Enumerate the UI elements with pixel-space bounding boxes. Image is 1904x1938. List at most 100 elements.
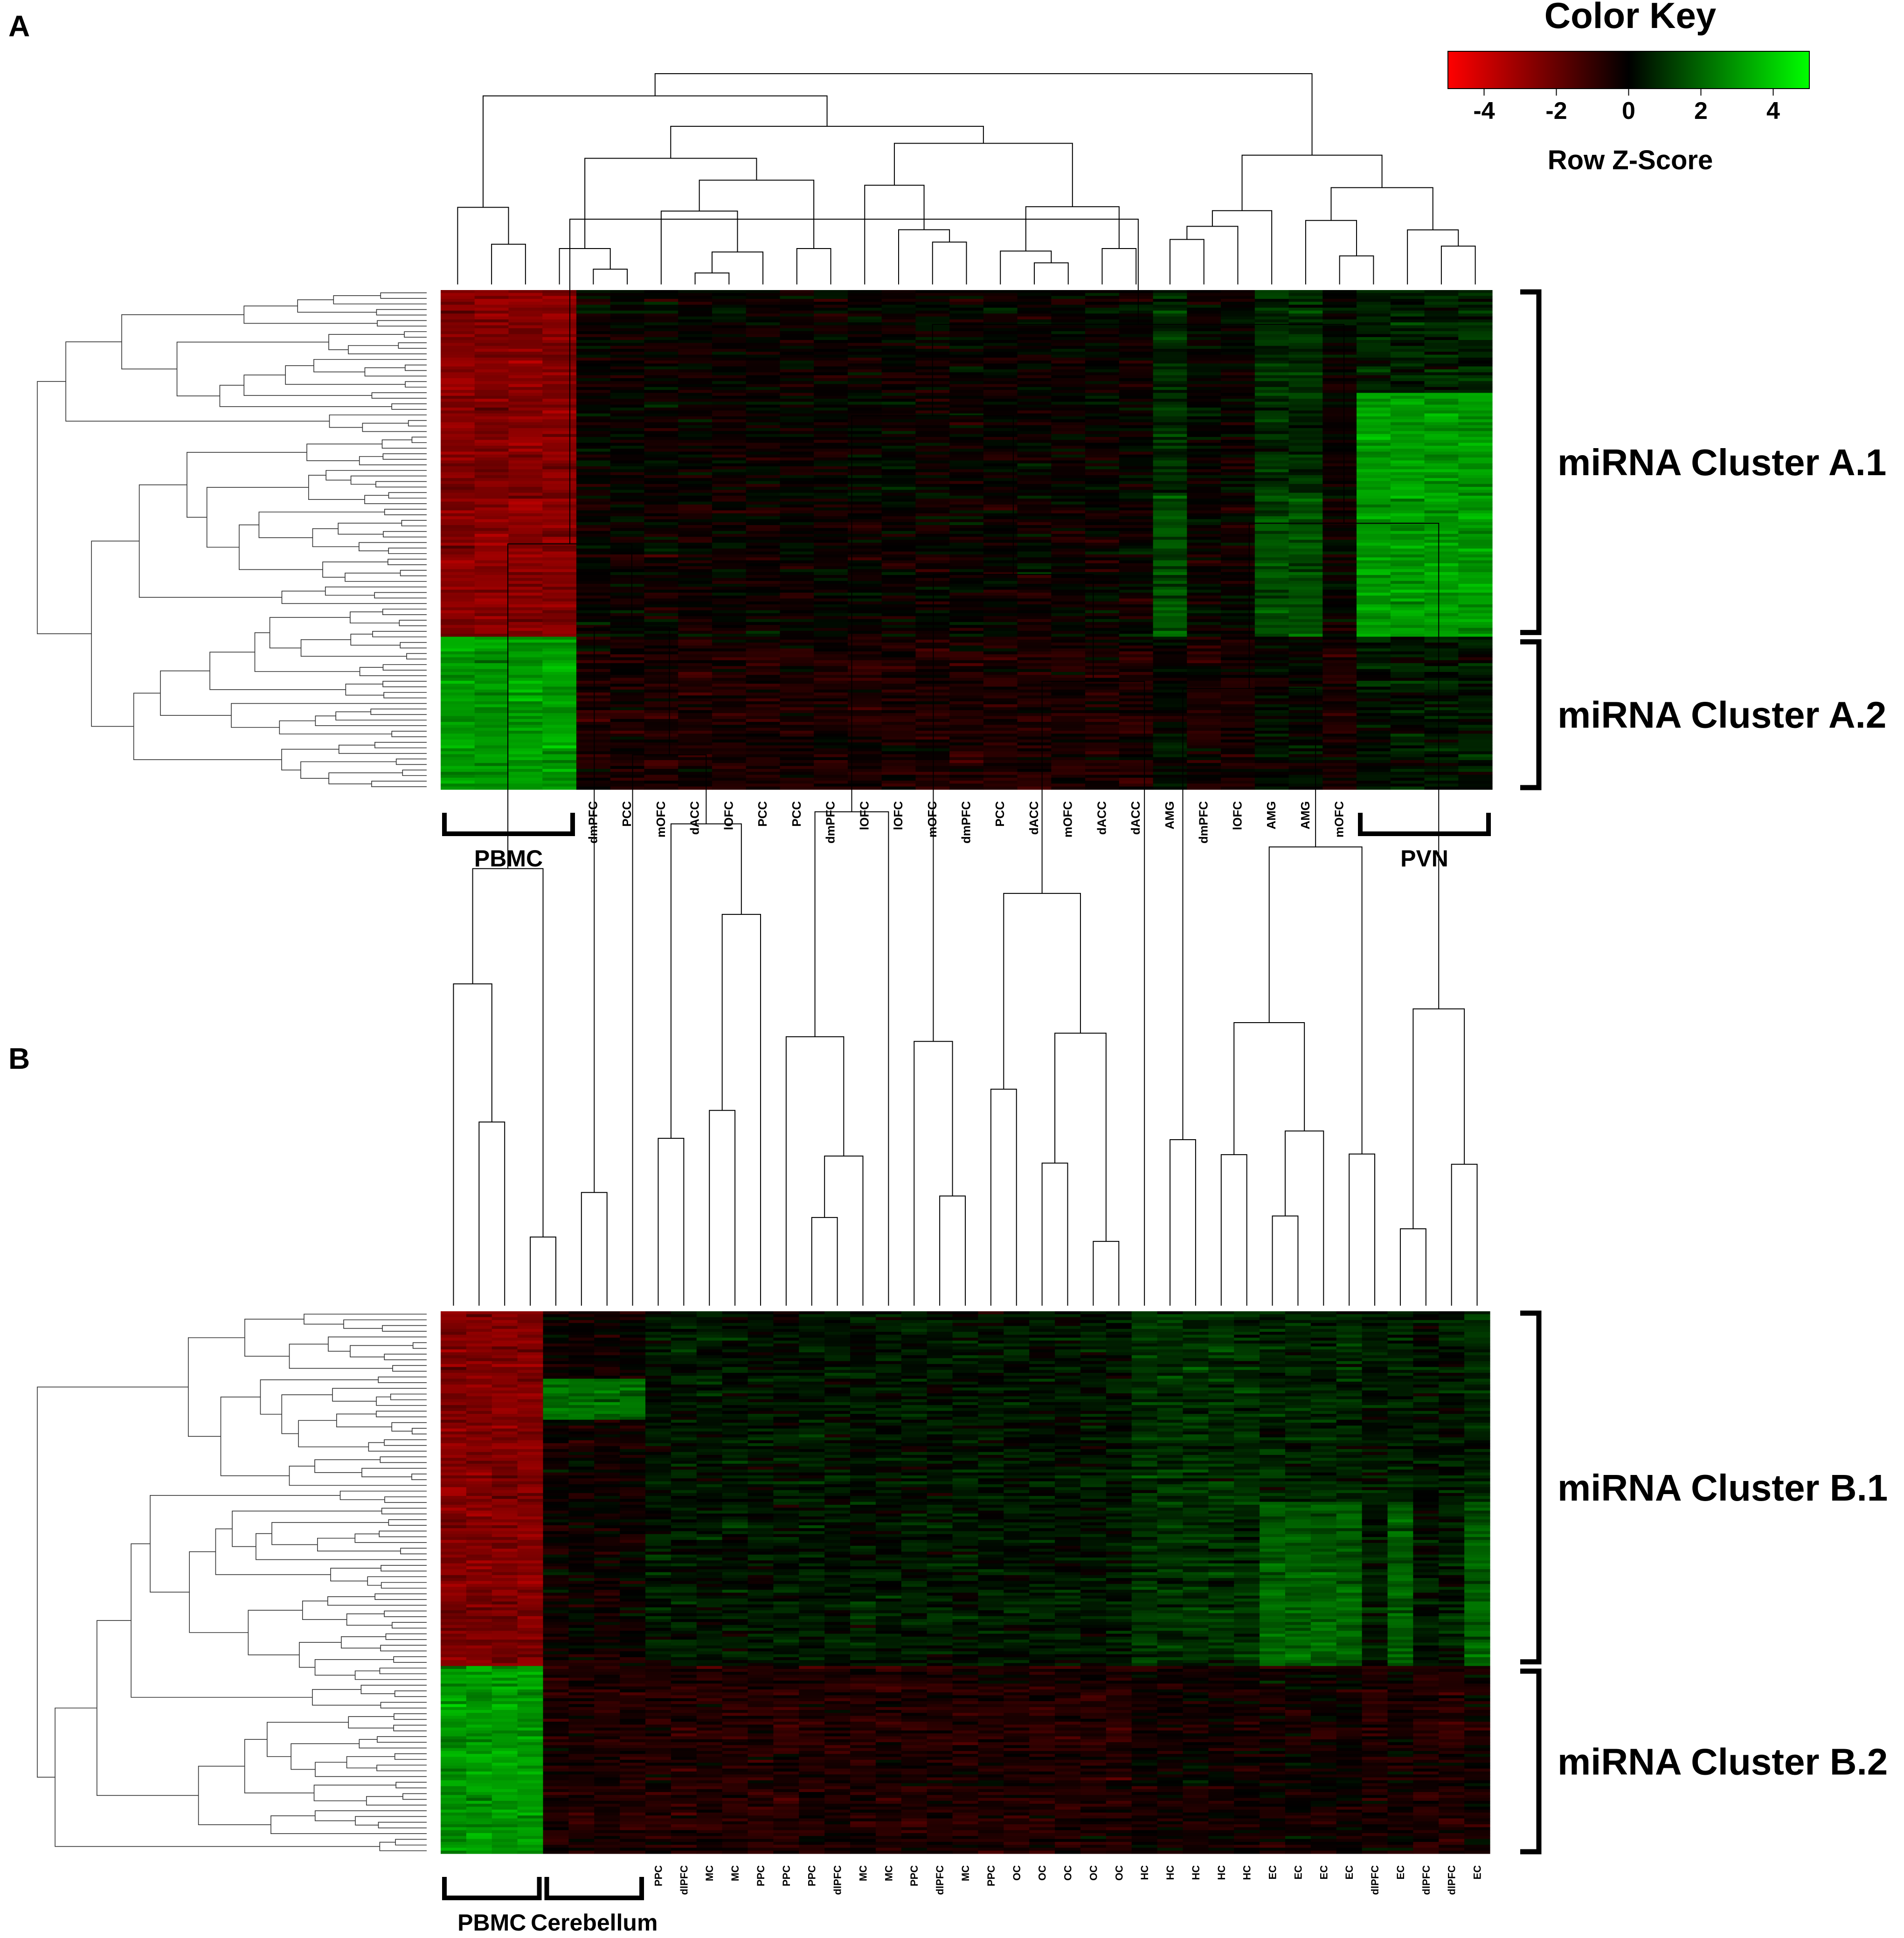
heatmap-cell [610, 569, 645, 573]
heatmap-cell [1288, 346, 1323, 349]
heatmap-cell [1357, 346, 1391, 349]
heatmap-cell [780, 328, 814, 332]
heatmap-cell [441, 675, 475, 678]
heatmap-cell [1458, 298, 1493, 302]
heatmap-cell [1119, 695, 1154, 699]
heatmap-cell [610, 481, 645, 484]
heatmap-cell [441, 589, 475, 593]
heatmap-cell [1288, 525, 1323, 528]
heatmap-cell [1017, 707, 1052, 711]
heatmap-cell [1051, 540, 1086, 543]
heatmap-cell [1288, 372, 1323, 376]
row-dendrogram-branch [376, 309, 427, 316]
heatmap-cell [712, 434, 747, 437]
heatmap-cell [1288, 672, 1323, 675]
heatmap-cell [780, 675, 814, 678]
heatmap-cell [678, 369, 713, 373]
heatmap-cell [712, 613, 747, 616]
heatmap-cell [1322, 346, 1357, 349]
heatmap-cell [678, 443, 713, 446]
heatmap-cell [1254, 369, 1289, 373]
heatmap-cell [1322, 307, 1357, 311]
heatmap-cell [780, 604, 814, 608]
heatmap-cell [847, 686, 882, 690]
heatmap-cell [610, 678, 645, 681]
heatmap-cell [1254, 290, 1289, 293]
heatmap-cell [746, 739, 781, 743]
heatmap-cell [712, 298, 747, 302]
heatmap-cell [644, 548, 679, 552]
heatmap-cell [1458, 672, 1493, 675]
heatmap-cell [1221, 637, 1255, 640]
heatmap-cell [1153, 363, 1187, 367]
heatmap-cell [508, 404, 543, 408]
heatmap-cell [1288, 395, 1323, 399]
heatmap-cell [678, 607, 713, 611]
heatmap-cell [1051, 601, 1086, 605]
heatmap-cell [576, 522, 611, 526]
heatmap-cell [508, 302, 543, 305]
heatmap-cell [542, 440, 577, 443]
heatmap-cell [1357, 537, 1391, 540]
heatmap-cell [1051, 328, 1086, 332]
heatmap-cell [1119, 592, 1154, 596]
heatmap-cell [576, 569, 611, 573]
heatmap-cell [678, 598, 713, 602]
heatmap-cell [814, 587, 848, 590]
heatmap-cell [1017, 507, 1052, 511]
heatmap-cell [881, 522, 916, 526]
heatmap-cell [814, 604, 848, 608]
heatmap-cell [1458, 648, 1493, 652]
heatmap-cell [746, 560, 781, 564]
heatmap-cell [1458, 557, 1493, 561]
heatmap-cell [1221, 560, 1255, 564]
heatmap-cell [1357, 463, 1391, 467]
heatmap-cell [644, 413, 679, 417]
heatmap-cell [1424, 328, 1459, 332]
heatmap-cell [814, 739, 848, 743]
heatmap-cell [1119, 546, 1154, 549]
heatmap-cell [1017, 437, 1052, 440]
heatmap-cell [508, 466, 543, 470]
heatmap-cell [542, 604, 577, 608]
heatmap-cell [949, 390, 984, 394]
heatmap-cell [949, 684, 984, 687]
heatmap-cell [1085, 416, 1120, 420]
heatmap-cell [847, 490, 882, 493]
heatmap-cell [1085, 513, 1120, 517]
heatmap-cell [712, 425, 747, 429]
heatmap-cell [1357, 689, 1391, 693]
heatmap-cell [542, 680, 577, 684]
heatmap-cell [1017, 343, 1052, 346]
heatmap-cell [1051, 637, 1086, 640]
heatmap-cell [1322, 460, 1357, 464]
heatmap-cell [949, 619, 984, 623]
heatmap-cell [576, 707, 611, 711]
heatmap-cell [1119, 742, 1154, 746]
heatmap-cell [1051, 698, 1086, 702]
heatmap-cell [1085, 384, 1120, 388]
heatmap-cell [1119, 437, 1154, 440]
heatmap-cell [949, 445, 984, 449]
row-dendrogram-branch [91, 540, 139, 727]
heatmap-cell [1390, 331, 1425, 335]
heatmap-cell [474, 340, 509, 343]
heatmap-cell [1153, 428, 1187, 431]
heatmap-cell [814, 428, 848, 431]
heatmap-cell [1017, 598, 1052, 602]
heatmap-cell [576, 727, 611, 731]
heatmap-cell [508, 675, 543, 678]
heatmap-cell [1288, 639, 1323, 643]
heatmap-cell [983, 739, 1018, 743]
heatmap-cell [508, 572, 543, 575]
heatmap-cell [1288, 296, 1323, 299]
heatmap-cell [1153, 727, 1187, 731]
heatmap-cell [1187, 625, 1221, 629]
heatmap-cell [542, 463, 577, 467]
heatmap-cell [1153, 531, 1187, 534]
heatmap-cell [1017, 589, 1052, 593]
heatmap-cell [644, 519, 679, 523]
heatmap-cell [1085, 469, 1120, 473]
heatmap-cell [576, 408, 611, 411]
heatmap-cell [1254, 460, 1289, 464]
